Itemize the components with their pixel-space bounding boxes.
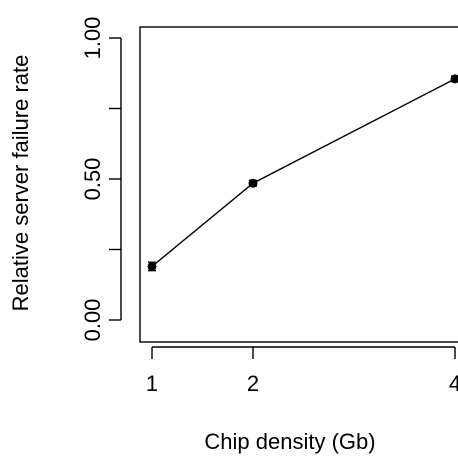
y-axis-label: Relative server failure rate <box>8 55 33 312</box>
x-tick-label: 2 <box>247 371 259 396</box>
x-axis: 1 2 4 <box>146 346 458 396</box>
y-tick-label: 0.50 <box>80 158 105 201</box>
y-tick-label: 0.00 <box>80 299 105 342</box>
y-axis: 0.00 0.50 1.00 <box>80 17 122 342</box>
y-tick-label: 1.00 <box>80 17 105 60</box>
plot-frame <box>139 26 458 343</box>
data-point <box>450 74 458 84</box>
x-tick-label: 1 <box>146 371 158 396</box>
data-point <box>248 178 258 188</box>
x-tick-label: 4 <box>449 371 458 396</box>
series-layer <box>147 74 458 272</box>
x-axis-label: Chip density (Gb) <box>204 429 375 454</box>
data-point <box>147 261 157 271</box>
series-line <box>151 78 456 267</box>
